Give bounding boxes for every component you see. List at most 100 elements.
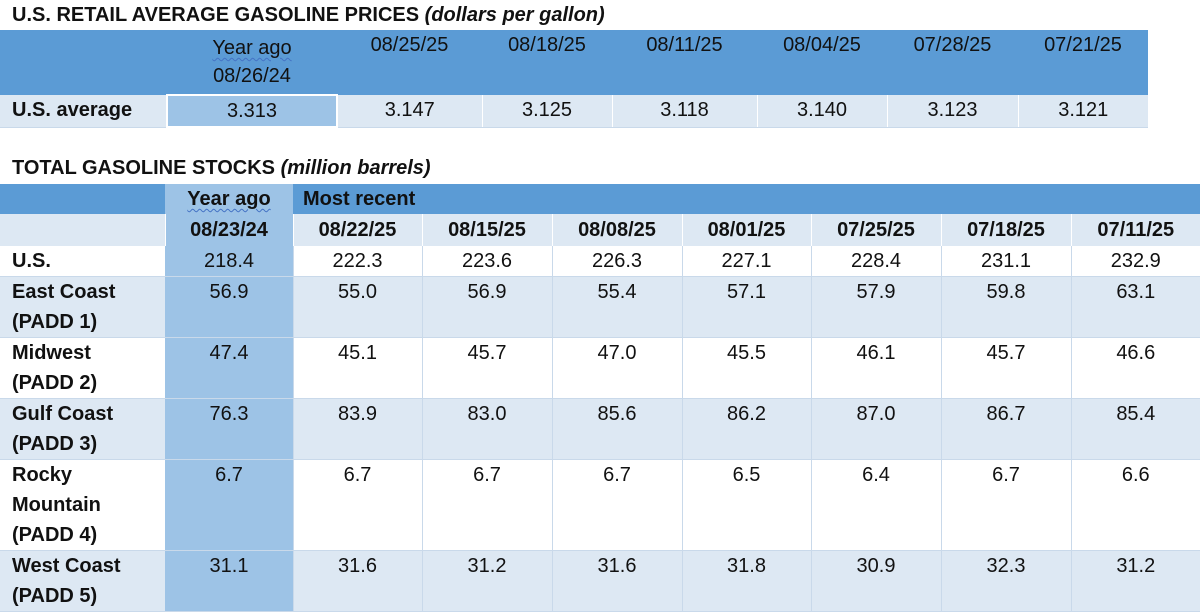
stocks-header-blank: [0, 214, 165, 246]
stocks-value: 86.2: [681, 398, 811, 460]
stocks-value: 6.5: [681, 459, 811, 551]
stocks-value: 55.0: [292, 276, 422, 338]
stocks-row-label-line: Mountain: [12, 494, 101, 516]
stocks-row-label: Rocky Mountain (PADD 4): [0, 459, 165, 551]
stocks-date-header: 07/11/25: [1070, 214, 1200, 246]
stocks-value: 83.0: [421, 398, 552, 460]
stocks-value: 63.1: [1070, 276, 1200, 338]
stocks-row-label-line: West Coast: [12, 555, 121, 577]
prices-date-header: 08/04/25: [757, 30, 887, 95]
stocks-value: 57.9: [810, 276, 941, 338]
stocks-row-label: Gulf Coast (PADD 3): [0, 398, 165, 460]
stocks-year-ago-value: 31.1: [164, 550, 293, 612]
stocks-value: 55.4: [551, 276, 682, 338]
stocks-row-label-line: Gulf Coast: [12, 403, 114, 425]
stocks-row-label: West Coast (PADD 5): [0, 550, 165, 612]
prices-date-header: 08/18/25: [482, 30, 612, 95]
stocks-date-header: 08/22/25: [292, 214, 422, 246]
prices-value: 3.118: [611, 95, 757, 128]
stocks-value: 6.7: [421, 459, 552, 551]
stocks-value: 56.9: [421, 276, 552, 338]
stocks-value: 227.1: [681, 246, 811, 277]
stocks-date-header: 07/18/25: [940, 214, 1071, 246]
prices-title-unit: (dollars per gallon): [424, 4, 605, 26]
stocks-row-west-coast: West Coast (PADD 5) 31.1 31.6 31.2 31.6 …: [0, 550, 1200, 612]
prices-header-row: Year ago 08/26/24 08/25/25 08/18/25 08/1…: [0, 30, 1148, 95]
stocks-year-ago-value: 76.3: [164, 398, 293, 460]
stocks-row-label-line: East Coast: [12, 281, 116, 303]
prices-year-ago-label: Year ago: [212, 37, 292, 59]
stocks-value: 6.7: [940, 459, 1071, 551]
stocks-date-header: 08/15/25: [421, 214, 552, 246]
stocks-row-label-line: (PADD 2): [12, 372, 98, 394]
stocks-row-label: U.S.: [0, 246, 165, 277]
stocks-value: 46.6: [1070, 337, 1200, 399]
prices-title-main: U.S. RETAIL AVERAGE GASOLINE PRICES: [12, 4, 420, 26]
stocks-row-label-line: Rocky: [12, 464, 73, 486]
stocks-value: 6.6: [1070, 459, 1200, 551]
prices-year-ago-value: 3.313: [166, 94, 338, 128]
stocks-value: 83.9: [292, 398, 422, 460]
stocks-year-ago-value: 6.7: [164, 459, 293, 551]
stocks-value: 31.2: [1070, 550, 1200, 612]
stocks-year-ago-label: Year ago: [187, 188, 271, 210]
stocks-title-main: TOTAL GASOLINE STOCKS: [12, 157, 275, 179]
stocks-row-label-line: (PADD 3): [12, 433, 98, 455]
stocks-table: Year ago Most recent 08/23/24 08/22/25 0…: [0, 184, 1200, 612]
stocks-value: 59.8: [940, 276, 1071, 338]
stocks-most-recent-header: Most recent: [293, 184, 1200, 214]
stocks-title-unit: (million barrels): [280, 157, 431, 179]
stocks-row-rocky-mountain: Rocky Mountain (PADD 4) 6.7 6.7 6.7 6.7 …: [0, 459, 1200, 551]
stocks-value: 6.4: [810, 459, 941, 551]
stocks-row-midwest: Midwest (PADD 2) 47.4 45.1 45.7 47.0 45.…: [0, 337, 1200, 399]
stocks-row-label-line: (PADD 4): [12, 524, 98, 546]
stocks-row-label-line: (PADD 1): [12, 311, 98, 333]
prices-value: 3.140: [756, 95, 887, 128]
stocks-row-us: U.S. 218.4 222.3 223.6 226.3 227.1 228.4…: [0, 246, 1200, 277]
stocks-row-label-line: U.S.: [12, 250, 51, 272]
stocks-value: 47.0: [551, 337, 682, 399]
stocks-value: 31.2: [421, 550, 552, 612]
prices-date-header: 07/21/25: [1018, 30, 1148, 95]
prices-title: U.S. RETAIL AVERAGE GASOLINE PRICES (dol…: [12, 4, 605, 27]
stocks-value: 46.1: [810, 337, 941, 399]
stocks-value: 31.8: [681, 550, 811, 612]
stocks-value: 6.7: [551, 459, 682, 551]
stocks-value: 223.6: [421, 246, 552, 277]
stocks-year-ago-date: 08/23/24: [164, 214, 293, 246]
prices-header-blank: [0, 30, 167, 95]
stocks-value: 31.6: [551, 550, 682, 612]
stocks-row-label: East Coast (PADD 1): [0, 276, 165, 338]
stocks-value: 45.1: [292, 337, 422, 399]
prices-year-ago-date: 08/26/24: [213, 65, 291, 87]
stocks-row-gulf-coast: Gulf Coast (PADD 3) 76.3 83.9 83.0 85.6 …: [0, 398, 1200, 460]
stocks-date-header: 08/01/25: [681, 214, 811, 246]
stocks-header-row-1: Year ago Most recent: [0, 184, 1200, 214]
stocks-row-label-line: (PADD 5): [12, 585, 98, 607]
stocks-value: 232.9: [1070, 246, 1200, 277]
stocks-value: 85.4: [1070, 398, 1200, 460]
stocks-value: 86.7: [940, 398, 1071, 460]
stocks-value: 85.6: [551, 398, 682, 460]
stocks-year-ago-value: 218.4: [164, 246, 293, 277]
stocks-value: 6.7: [292, 459, 422, 551]
prices-date-header: 08/25/25: [337, 30, 482, 95]
stocks-value: 30.9: [810, 550, 941, 612]
stocks-row-label: Midwest (PADD 2): [0, 337, 165, 399]
prices-date-header: 07/28/25: [887, 30, 1018, 95]
stocks-value: 231.1: [940, 246, 1071, 277]
prices-us-average-row: U.S. average 3.313 3.147 3.125 3.118 3.1…: [0, 94, 1148, 128]
prices-year-ago-header: Year ago 08/26/24: [167, 30, 337, 95]
stocks-date-header: 08/08/25: [551, 214, 682, 246]
prices-value: 3.123: [886, 95, 1018, 128]
stocks-row-label-line: Midwest: [12, 342, 91, 364]
prices-row-label: U.S. average: [0, 95, 167, 128]
prices-value: 3.125: [481, 95, 612, 128]
stocks-row-east-coast: East Coast (PADD 1) 56.9 55.0 56.9 55.4 …: [0, 276, 1200, 338]
stocks-date-header: 07/25/25: [810, 214, 941, 246]
stocks-value: 31.6: [292, 550, 422, 612]
stocks-value: 32.3: [940, 550, 1071, 612]
stocks-value: 87.0: [810, 398, 941, 460]
stocks-value: 45.7: [940, 337, 1071, 399]
prices-value: 3.121: [1017, 95, 1148, 128]
